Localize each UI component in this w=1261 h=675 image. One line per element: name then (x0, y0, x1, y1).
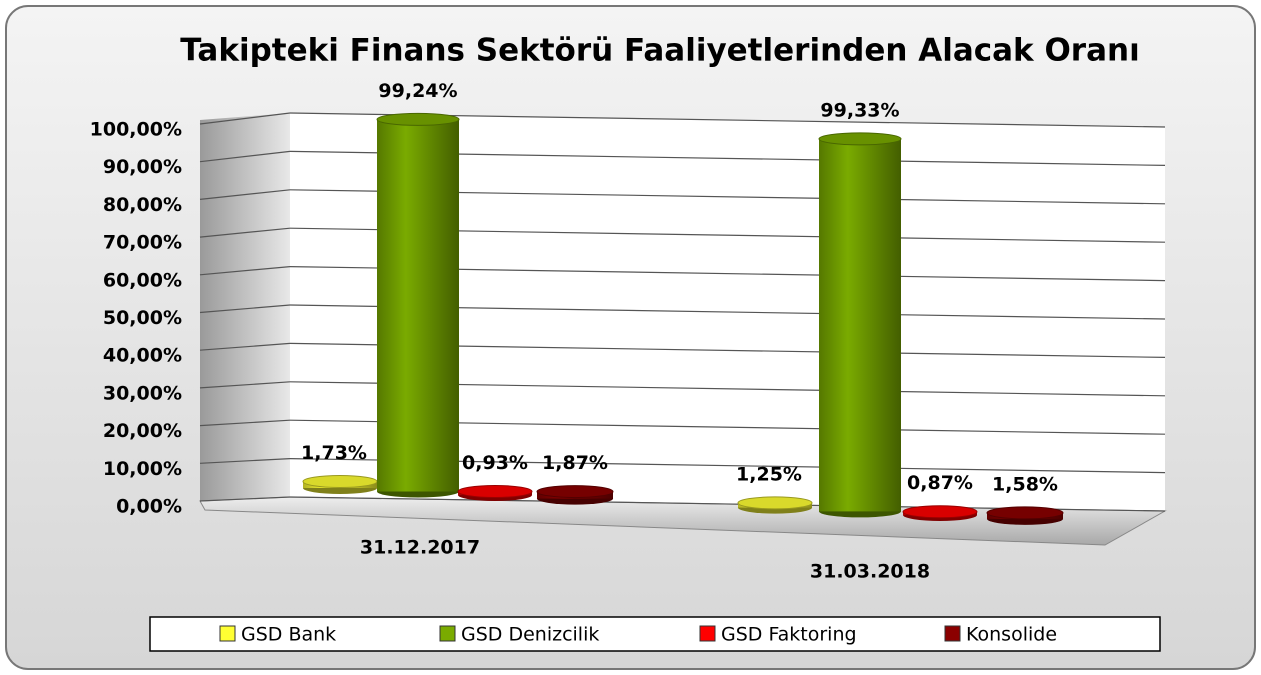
y-tick-label: 30,00% (103, 382, 182, 404)
value-label: 1,25% (736, 463, 802, 485)
cylinder (376, 112, 460, 498)
y-tick-label: 50,00% (103, 307, 182, 329)
cylinder-top (457, 484, 533, 498)
side-grid-line (199, 189, 291, 200)
legend-label: GSD Denizcilik (461, 624, 599, 646)
side-grid-line (199, 304, 291, 314)
legend-swatch (944, 625, 961, 642)
y-tick-label: 70,00% (103, 232, 182, 254)
side-grid-line (199, 381, 291, 389)
cylinder (457, 484, 533, 501)
value-label: 99,24% (378, 80, 457, 102)
cylinder (536, 485, 614, 505)
cylinder-body (377, 119, 459, 492)
legend-swatch (219, 625, 236, 642)
value-label: 99,33% (820, 99, 899, 121)
value-label: 1,73% (301, 442, 367, 464)
legend-label: GSD Bank (241, 624, 336, 646)
side-grid-line (199, 150, 291, 163)
legend-swatch (439, 625, 456, 642)
chart-title: Takipteki Finans Sektörü Faaliyetlerinde… (180, 33, 1139, 69)
y-tick-label: 80,00% (103, 194, 182, 216)
cylinder (902, 505, 978, 521)
side-grid-line (199, 458, 291, 464)
cylinder-top (818, 132, 902, 146)
y-tick-label: 0,00% (116, 496, 182, 518)
side-grid-line (199, 112, 291, 125)
value-label: 1,87% (542, 452, 608, 474)
side-grid-line (199, 419, 291, 427)
cylinder (302, 475, 378, 494)
cylinder-top (536, 485, 614, 499)
cylinder-top (737, 496, 813, 510)
side-grid-line (199, 496, 291, 502)
cylinder-top (902, 505, 978, 519)
cylinder (737, 496, 813, 514)
cylinder-top (376, 112, 460, 126)
y-tick-label: 20,00% (103, 420, 182, 442)
legend-label: GSD Faktoring (721, 624, 857, 646)
cylinder-top (302, 475, 378, 489)
value-label: 0,87% (907, 472, 973, 494)
value-label: 0,93% (462, 452, 528, 474)
side-grid-line (199, 342, 291, 351)
value-label: 1,58% (992, 473, 1058, 495)
x-tick-label: 31.12.2017 (360, 537, 480, 559)
y-tick-label: 90,00% (103, 156, 182, 178)
y-tick-label: 40,00% (103, 345, 182, 367)
cylinder-body (819, 138, 901, 512)
legend-swatch (699, 625, 716, 642)
y-tick-label: 60,00% (103, 269, 182, 291)
legend (149, 616, 1161, 652)
side-wall (200, 113, 290, 501)
side-grid-line (199, 266, 291, 276)
x-tick-label: 31.03.2018 (810, 561, 930, 583)
y-tick-label: 10,00% (103, 458, 182, 480)
legend-label: Konsolide (966, 624, 1057, 646)
side-grid-line (199, 227, 291, 238)
cylinder (818, 132, 902, 518)
y-tick-label: 100,00% (90, 119, 182, 141)
cylinder (986, 506, 1064, 525)
cylinder-top (986, 506, 1064, 520)
